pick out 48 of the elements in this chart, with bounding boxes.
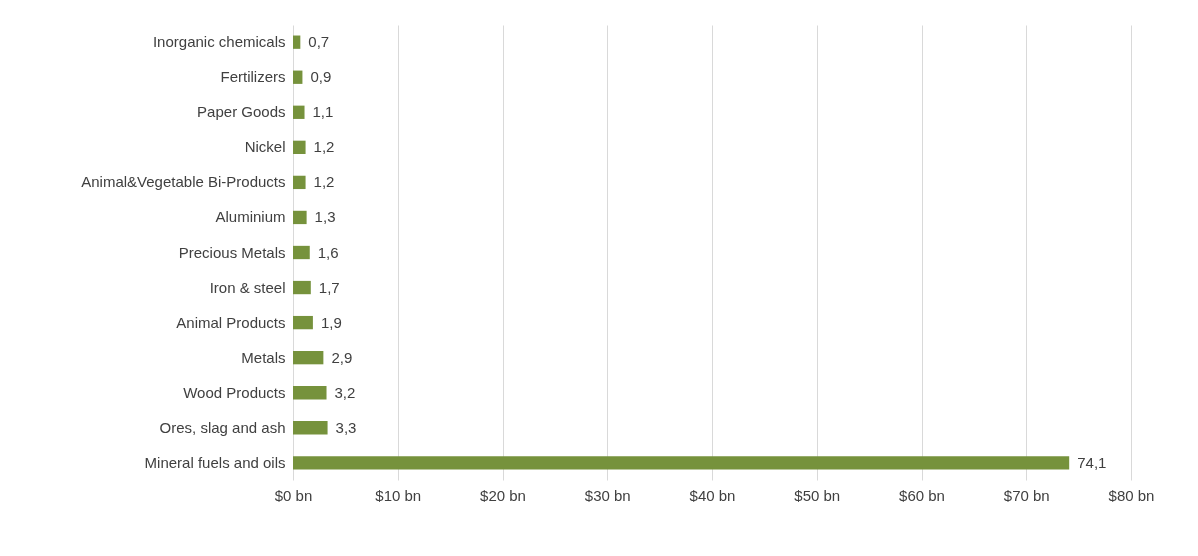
data-label: 1,7 [318,278,340,296]
data-label: 2,9 [331,348,353,366]
data-label: 1,3 [314,208,336,226]
bar [293,175,306,190]
data-label: 0,9 [310,68,332,86]
x-tick-label: $10 bn [375,486,422,504]
x-tick-label: $60 bn [899,486,945,504]
y-tick-label: Nickel [244,138,286,156]
data-label: 1,1 [312,103,334,121]
x-tick-label: $40 bn [689,486,736,504]
y-tick-label: Wood Products [183,383,286,401]
x-tick-label: $70 bn [1003,486,1050,504]
bar [293,386,327,400]
bar [293,105,305,119]
bar [293,35,301,49]
bar [293,70,303,84]
y-tick-label: Animal&Vegetable Bi-Products [81,173,286,191]
x-tick-label: $0 bn [274,486,313,504]
data-label: 1,2 [313,173,335,191]
y-tick-label: Aluminium [215,208,286,226]
y-tick-label: Inorganic chemicals [152,33,286,51]
data-label: 3,2 [334,383,356,401]
data-label: 1,2 [313,138,335,156]
data-label: 1,9 [320,313,342,331]
y-tick-label: Paper Goods [197,103,286,121]
bar [293,456,1070,470]
x-tick-label: $80 bn [1108,486,1155,504]
y-tick-label: Precious Metals [178,243,286,261]
x-tick-label: $50 bn [794,486,841,504]
y-tick-label: Metals [241,348,286,366]
y-tick-label: Fertilizers [220,68,286,86]
bar [293,280,311,295]
bar [293,245,310,260]
data-label: 0,7 [308,33,330,51]
bar [293,315,313,330]
bar [293,210,307,225]
bar [293,351,324,365]
data-label: 3,3 [335,418,357,436]
bar [293,140,306,154]
y-tick-label: Animal Products [176,313,286,331]
data-label: 1,6 [317,243,339,261]
y-tick-label: Mineral fuels and oils [144,453,286,471]
x-tick-label: $20 bn [480,486,526,504]
bar [293,421,328,435]
data-label: 74,1 [1077,453,1107,471]
y-tick-label: Iron & steel [209,278,286,296]
y-tick-label: Ores, slag and ash [159,418,286,436]
x-tick-label: $30 bn [584,486,631,504]
